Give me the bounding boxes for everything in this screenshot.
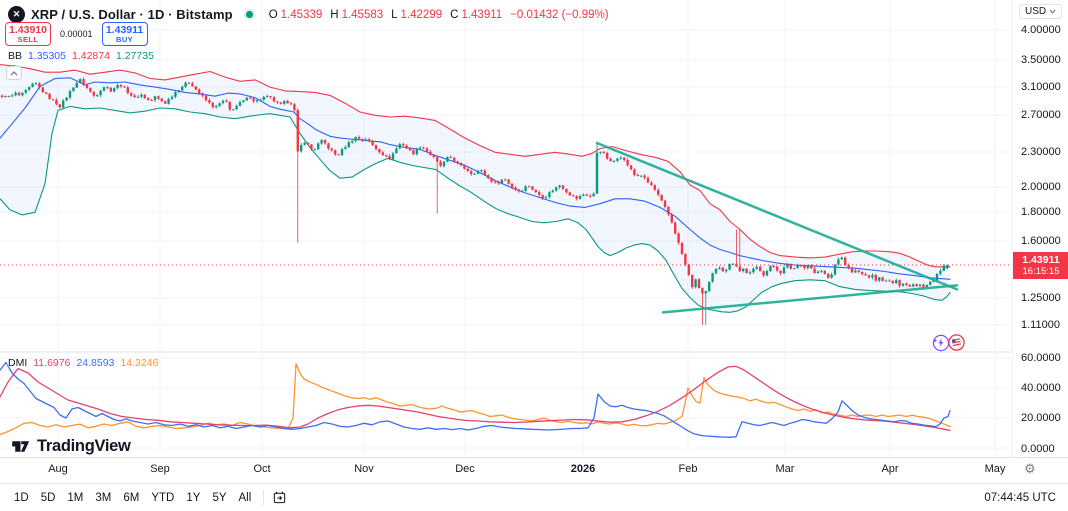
buy-button[interactable]: 1.43911 BUY bbox=[101, 22, 148, 46]
bb-label: BB bbox=[8, 50, 23, 62]
time-tick-apr: Apr bbox=[881, 463, 899, 475]
time-tick-feb: Feb bbox=[678, 463, 698, 475]
time-tick-dec: Dec bbox=[455, 463, 475, 475]
low-value: 1.42299 bbox=[400, 8, 443, 21]
bar-countdown: 16:15:15 bbox=[1022, 266, 1060, 278]
chart-canvas[interactable] bbox=[0, 0, 1012, 457]
sell-label: SELL bbox=[17, 34, 39, 44]
bb-legend[interactable]: BB 1.35305 1.42874 1.27735 bbox=[8, 50, 154, 62]
bb-basis-value: 1.35305 bbox=[28, 50, 66, 62]
change-value: −0.01432 (−0.99%) bbox=[510, 8, 609, 21]
bottom-toolbar: 1D 5D 1M 3M 6M YTD 1Y 5Y All 07:44:45 UTC bbox=[0, 483, 1068, 511]
go-to-date-button[interactable] bbox=[272, 490, 287, 505]
range-buttons: 1D 5D 1M 3M 6M YTD 1Y 5Y All bbox=[8, 489, 257, 507]
server-clock[interactable]: 07:44:45 UTC bbox=[984, 491, 1056, 504]
tradingview-wordmark: TradingView bbox=[37, 437, 131, 455]
price-tick: 1.25000 bbox=[1021, 292, 1061, 304]
collapse-legend-button[interactable] bbox=[6, 66, 22, 80]
price-tick: 0.0000 bbox=[1021, 443, 1055, 455]
price-tick: 4.00000 bbox=[1021, 24, 1061, 36]
price-tick: 1.80000 bbox=[1021, 206, 1061, 218]
last-price-value: 1.43911 bbox=[1022, 253, 1060, 266]
range-button-1d[interactable]: 1D bbox=[14, 491, 29, 504]
range-button-6m[interactable]: 6M bbox=[123, 491, 140, 504]
open-value: 1.45339 bbox=[280, 8, 323, 21]
range-button-5y[interactable]: 5Y bbox=[212, 491, 227, 504]
time-tick-mar: Mar bbox=[775, 463, 795, 475]
xrp-logo: ✕ bbox=[8, 6, 25, 23]
time-tick-may: May bbox=[984, 463, 1006, 475]
time-axis[interactable]: Aug Sep Oct Nov Dec 2026 Feb Mar Apr May ⚙ bbox=[0, 457, 1068, 483]
currency-label: USD bbox=[1025, 6, 1047, 17]
dmi-legend[interactable]: DMI 11.6976 24.8593 14.3246 bbox=[8, 357, 158, 369]
tradingview-mark bbox=[12, 441, 30, 452]
close-label: C bbox=[450, 8, 459, 21]
bb-lower-value: 1.27735 bbox=[115, 50, 154, 62]
time-tick-aug: Aug bbox=[48, 463, 68, 475]
chevron-up-icon bbox=[10, 70, 18, 75]
price-tick: 2.30000 bbox=[1021, 146, 1061, 158]
buy-label: BUY bbox=[116, 34, 134, 44]
last-price-badge: 1.43911 16:15:15 bbox=[1013, 252, 1068, 279]
symbol-header[interactable]: ✕ XRP / U.S. Dollar · 1D · Bitstamp O 1.4… bbox=[8, 6, 609, 23]
dmi-minus-di-value: 14.3246 bbox=[120, 357, 159, 369]
dmi-label: DMI bbox=[8, 357, 28, 369]
usd-chevron-down-icon bbox=[1049, 9, 1056, 14]
bb-upper-value: 1.42874 bbox=[71, 50, 110, 62]
toolbar-divider bbox=[263, 490, 265, 505]
price-tick: 20.0000 bbox=[1021, 412, 1061, 424]
time-tick-2026: 2026 bbox=[570, 463, 596, 475]
chart-event-markers[interactable] bbox=[931, 333, 966, 352]
range-button-3m[interactable]: 3M bbox=[95, 491, 112, 504]
tradingview-logo[interactable]: TradingView bbox=[10, 436, 131, 457]
market-open-dot bbox=[245, 11, 253, 18]
buy-price: 1.43911 bbox=[105, 23, 144, 36]
price-tick: 40.0000 bbox=[1021, 382, 1061, 394]
high-label: H bbox=[330, 8, 339, 21]
close-value: 1.43911 bbox=[461, 8, 503, 21]
range-button-5d[interactable]: 5D bbox=[40, 491, 56, 504]
price-axis[interactable]: USD 4.00000 3.50000 3.10000 2.70000 2.30000 2… bbox=[1012, 0, 1068, 457]
price-tick: 1.60000 bbox=[1021, 235, 1061, 247]
price-tick: 3.10000 bbox=[1021, 81, 1061, 93]
calendar-go-to-date-icon bbox=[274, 491, 286, 504]
time-tick-nov: Nov bbox=[354, 463, 374, 475]
spread-value: 0.00001 bbox=[58, 28, 95, 40]
currency-dropdown[interactable]: USD bbox=[1019, 4, 1063, 19]
low-label: L bbox=[391, 8, 398, 21]
ohlc-values: O 1.45339 H 1.45583 L 1.42299 C 1.43911 −0.0… bbox=[264, 9, 609, 21]
dmi-adx-value: 11.6976 bbox=[33, 357, 71, 369]
sell-price: 1.43910 bbox=[9, 23, 47, 36]
us-flag-event-icon[interactable] bbox=[947, 333, 966, 352]
trade-panel: 1.43910 SELL 0.00001 1.43911 BUY bbox=[5, 22, 148, 46]
high-value: 1.45583 bbox=[341, 8, 384, 21]
range-button-ytd[interactable]: YTD bbox=[151, 491, 175, 504]
gear-icon[interactable]: ⚙ bbox=[1024, 461, 1036, 476]
range-button-1y[interactable]: 1Y bbox=[186, 491, 201, 504]
price-tick: 2.00000 bbox=[1021, 181, 1061, 193]
time-tick-sep: Sep bbox=[150, 463, 170, 475]
price-tick: 3.50000 bbox=[1021, 54, 1061, 66]
price-tick: 60.0000 bbox=[1021, 352, 1061, 364]
open-label: O bbox=[268, 8, 278, 21]
sell-button[interactable]: 1.43910 SELL bbox=[5, 22, 51, 46]
price-tick: 2.70000 bbox=[1021, 109, 1061, 121]
dmi-plus-di-value: 24.8593 bbox=[76, 357, 115, 369]
range-button-1m[interactable]: 1M bbox=[67, 491, 84, 504]
price-tick: 1.11000 bbox=[1021, 319, 1060, 331]
time-tick-oct: Oct bbox=[253, 463, 271, 475]
range-button-all[interactable]: All bbox=[238, 491, 252, 504]
symbol-title[interactable]: XRP / U.S. Dollar · 1D · Bitstamp bbox=[31, 7, 233, 22]
